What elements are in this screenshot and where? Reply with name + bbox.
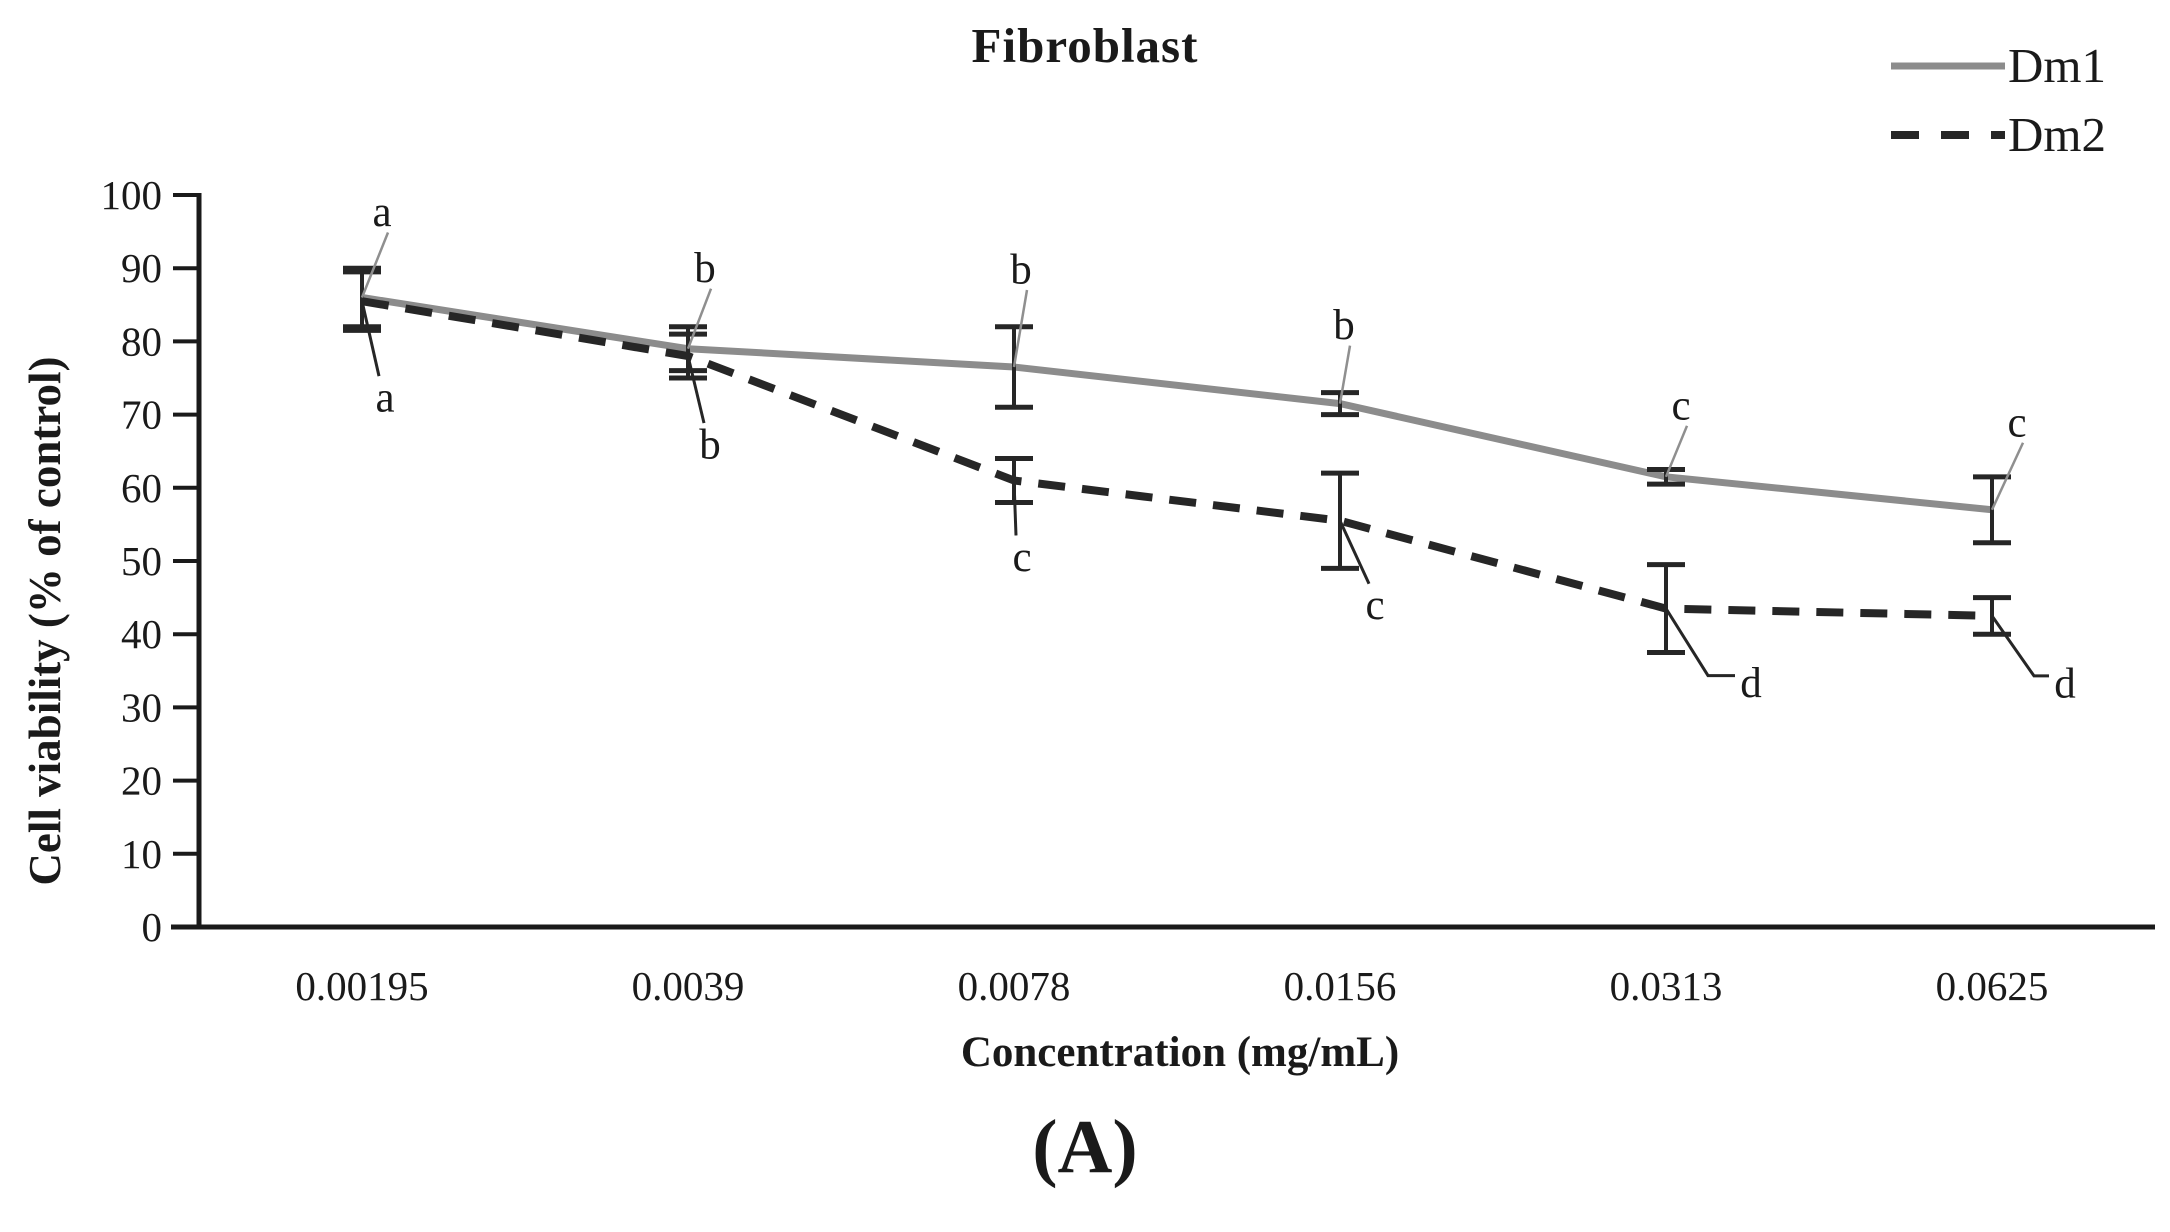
chart-title: Fibroblast <box>971 18 1199 73</box>
y-tick-label: 70 <box>121 392 162 438</box>
y-tick-label: 20 <box>121 758 162 804</box>
sig-letter: d <box>2054 660 2076 707</box>
sig-letter: c <box>2007 399 2026 446</box>
sig-letter: d <box>1740 660 1762 707</box>
sig-letter: c <box>1012 534 1031 581</box>
sig-letter: a <box>372 189 391 236</box>
legend-entry-dm1: Dm1 <box>1888 38 2106 94</box>
y-tick-label: 60 <box>121 465 162 511</box>
error-bars <box>343 265 2011 655</box>
x-axis-title: Concentration (mg/mL) <box>960 1029 1400 1076</box>
sig-letter: b <box>694 245 716 292</box>
y-tick-label: 50 <box>121 538 162 584</box>
x-axis-labels: 0.00195 0.0039 0.0078 0.0156 0.0313 0.0625 <box>295 963 2048 1009</box>
sig-letter: b <box>699 422 721 469</box>
y-tick-label: 90 <box>121 245 162 291</box>
sig-letter: c <box>1365 582 1384 629</box>
y-tick-label: 30 <box>121 684 162 730</box>
x-tick-label: 0.0156 <box>1284 963 1397 1009</box>
sig-letter: b <box>1010 247 1032 294</box>
legend-label-dm1: Dm1 <box>2008 38 2106 93</box>
series-line-dm1 <box>361 294 1993 514</box>
y-tick-label: 100 <box>101 172 163 218</box>
legend-line-solid-icon <box>1891 62 2005 70</box>
series-line-dm2 <box>361 297 1993 620</box>
x-tick-label: 0.0078 <box>958 963 1071 1009</box>
legend-label-dm2: Dm2 <box>2008 107 2106 162</box>
y-axis-ticks: 0 10 20 30 40 50 60 70 80 90 100 <box>101 172 199 950</box>
y-tick-label: 80 <box>121 318 162 364</box>
legend-entry-dm2: Dm2 <box>1888 107 2106 163</box>
sig-letter: c <box>1671 382 1690 429</box>
y-tick-label: 40 <box>121 611 162 657</box>
significance-letters: a b b b c c a b c c d d <box>360 189 2076 707</box>
x-tick-label: 0.0313 <box>1610 963 1723 1009</box>
x-tick-label: 0.0039 <box>632 963 745 1009</box>
legend-line-dashed-icon <box>1891 131 2005 139</box>
x-tick-label: 0.0625 <box>1936 963 2049 1009</box>
panel-label: (A) <box>1032 1105 1138 1189</box>
y-tick-label: 0 <box>142 904 163 950</box>
sig-letter: b <box>1333 302 1355 349</box>
x-tick-label: 0.00195 <box>295 963 428 1009</box>
axes <box>171 193 2155 930</box>
y-tick-label: 10 <box>121 831 162 877</box>
series-lines <box>361 294 1993 620</box>
sig-letter: a <box>375 375 394 422</box>
